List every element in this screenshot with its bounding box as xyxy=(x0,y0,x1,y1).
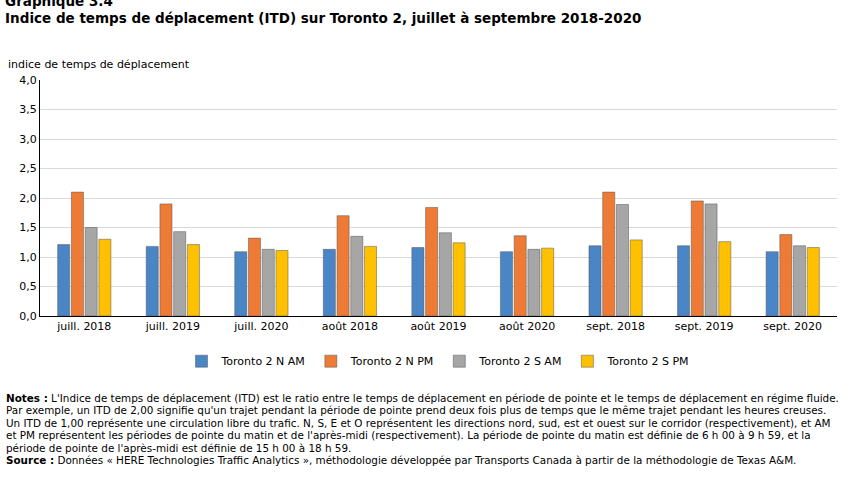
svg-text:Graphique 3.4Indice de temps d: Graphique 3.4Indice de temps de déplacem… xyxy=(5,0,641,26)
svg-text:sept. 2020: sept. 2020 xyxy=(763,320,822,333)
svg-text:juill. 2019: juill. 2019 xyxy=(145,320,200,333)
svg-text:2,0: 2,0 xyxy=(19,192,37,205)
svg-text:3,5: 3,5 xyxy=(19,103,37,116)
svg-text:août 2019: août 2019 xyxy=(410,320,466,333)
svg-text:sept. 2019: sept. 2019 xyxy=(675,320,734,333)
svg-text:4,0: 4,0 xyxy=(19,74,37,87)
svg-text:1,0: 1,0 xyxy=(19,251,37,264)
svg-text:août 2020: août 2020 xyxy=(499,320,555,333)
svg-text:indice de temps de déplacement: indice de temps de déplacement xyxy=(8,58,190,71)
svg-text:Toronto 2 N AM: Toronto 2 N AM xyxy=(221,355,305,368)
html-text:Notes : L'Indice de temps de d: Notes : L'Indice de temps de déplacement… xyxy=(6,392,839,454)
html-text:Source : Données « HERE Techno: Source : Données « HERE Technologies Tra… xyxy=(6,454,797,466)
svg-text:3,0: 3,0 xyxy=(19,133,37,146)
svg-text:0,0: 0,0 xyxy=(19,310,37,323)
svg-text:août 2018: août 2018 xyxy=(322,320,378,333)
svg-text:sept. 2018: sept. 2018 xyxy=(586,320,645,333)
svg-text:Toronto 2 N PM: Toronto 2 N PM xyxy=(350,355,433,368)
svg-text:1,5: 1,5 xyxy=(19,221,37,234)
svg-text:Toronto 2 S PM: Toronto 2 S PM xyxy=(606,355,688,368)
svg-text:juill. 2020: juill. 2020 xyxy=(233,320,288,333)
svg-text:juill. 2018: juill. 2018 xyxy=(56,320,111,333)
svg-text:2,5: 2,5 xyxy=(19,162,37,175)
svg-text:0,5: 0,5 xyxy=(19,280,37,293)
svg-text:Toronto 2 S AM: Toronto 2 S AM xyxy=(478,355,561,368)
